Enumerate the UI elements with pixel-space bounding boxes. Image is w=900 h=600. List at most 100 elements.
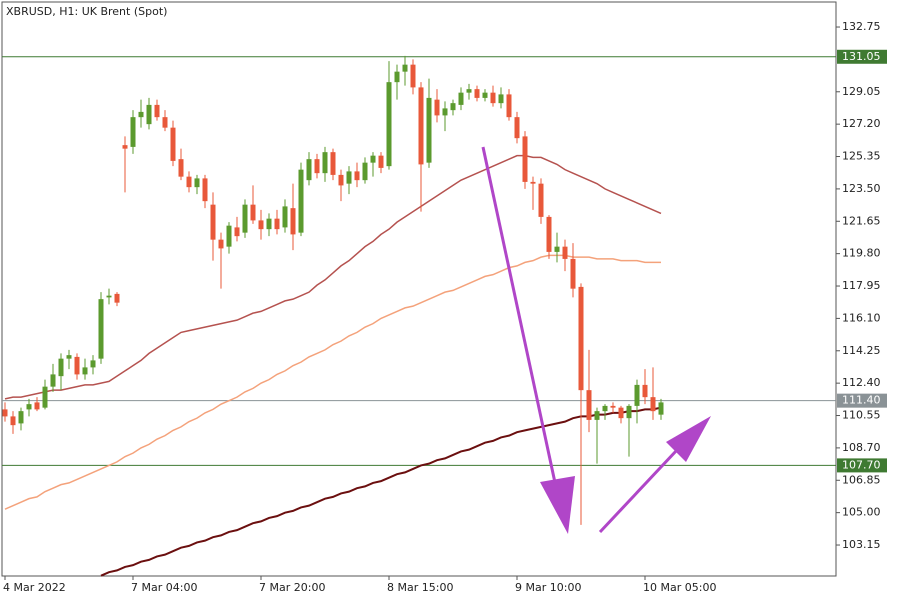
candle-body — [386, 82, 392, 167]
candle-body — [626, 405, 632, 419]
candle-body — [426, 97, 432, 163]
y-tick-label: 103.15 — [842, 538, 881, 551]
candle-body — [618, 407, 624, 419]
x-tick-label: 4 Mar 2022 — [3, 581, 66, 594]
y-tick-label: 121.65 — [842, 214, 881, 227]
candle-body — [530, 181, 536, 184]
y-tick-label: 129.05 — [842, 85, 881, 98]
candle-body — [538, 183, 544, 217]
y-tick-label: 119.80 — [842, 247, 881, 260]
candle-body — [522, 136, 528, 182]
y-tick-label: 105.00 — [842, 506, 881, 519]
level-label: 107.70 — [842, 458, 881, 471]
candle-body — [242, 204, 248, 233]
candle-body — [554, 246, 560, 252]
y-tick-label: 116.10 — [842, 311, 881, 324]
candle-body — [458, 92, 464, 105]
candle-body — [202, 178, 208, 202]
y-tick-label: 117.95 — [842, 279, 881, 292]
candle-body — [498, 94, 504, 104]
candle-body — [130, 117, 136, 147]
candle-body — [434, 99, 440, 116]
candle-body — [370, 155, 376, 163]
candle-body — [610, 405, 616, 408]
candle-body — [114, 293, 120, 303]
arrow-head — [666, 416, 711, 462]
candle-body — [250, 204, 256, 221]
candle-body — [474, 89, 480, 98]
candle-body — [66, 355, 72, 359]
candle-body — [26, 404, 32, 410]
candle-body — [210, 204, 216, 240]
candle-body — [170, 127, 176, 161]
candle-body — [306, 159, 312, 181]
candle-body — [546, 216, 552, 252]
candle-body — [266, 218, 272, 230]
candle-body — [106, 295, 112, 298]
y-tick-label: 132.75 — [842, 20, 881, 33]
moving-average-line — [4, 254, 661, 510]
arrow-line — [481, 146, 562, 507]
candle-body — [466, 89, 472, 93]
level-box — [837, 458, 887, 473]
candle-body — [650, 397, 656, 412]
candle-body — [602, 405, 608, 412]
x-tick-label: 7 Mar 20:00 — [259, 581, 325, 594]
y-tick-label: 110.55 — [842, 409, 881, 422]
candle-body — [122, 145, 128, 149]
candle-body — [354, 171, 360, 181]
candle-body — [258, 220, 264, 230]
candle-body — [34, 402, 40, 410]
chart-title: XBRUSD, H1: UK Brent (Spot) — [6, 5, 167, 18]
y-tick-label: 106.85 — [842, 473, 881, 486]
candle-body — [138, 111, 144, 118]
y-tick-label: 112.40 — [842, 376, 881, 389]
level-box — [837, 393, 887, 408]
candle-body — [290, 208, 296, 235]
candle-body — [2, 409, 8, 417]
candle-body — [658, 402, 664, 415]
candle-body — [10, 416, 16, 426]
candle-body — [218, 239, 224, 249]
level-label: 131.05 — [842, 50, 881, 63]
candle-body — [226, 225, 232, 247]
candle-body — [42, 386, 48, 408]
candle-body — [642, 384, 648, 398]
level-box — [837, 49, 887, 64]
y-tick-label: 123.50 — [842, 182, 881, 195]
x-tick-label: 10 Mar 05:00 — [643, 581, 716, 594]
candle-body — [186, 176, 192, 188]
candle-body — [562, 246, 568, 259]
candle-body — [154, 104, 160, 118]
candle-body — [82, 367, 88, 375]
x-tick-label: 9 Mar 10:00 — [515, 581, 581, 594]
y-tick-label: 127.20 — [842, 117, 881, 130]
level-label: 111.40 — [842, 394, 881, 407]
candle-body — [634, 384, 640, 406]
candle-body — [178, 159, 184, 177]
annotation-arrows — [481, 146, 711, 534]
candle-body — [394, 71, 400, 83]
plot-frame — [1, 1, 837, 577]
moving-average-line — [4, 154, 662, 400]
candle-body — [234, 227, 240, 237]
candle-body — [298, 169, 304, 233]
candle-body — [282, 206, 288, 228]
candle-body — [346, 171, 352, 184]
candle-body — [410, 64, 416, 88]
y-tick-label: 108.70 — [842, 441, 881, 454]
candle-body — [74, 356, 80, 375]
candle-body — [18, 411, 24, 424]
plot-layer — [2, 55, 836, 577]
candle-body — [450, 103, 456, 111]
candle-body — [442, 108, 448, 116]
candle-body — [594, 411, 600, 420]
candle-body — [98, 299, 104, 359]
y-tick-label: 114.25 — [842, 344, 881, 357]
candle-body — [162, 117, 168, 128]
candle-body — [586, 390, 592, 420]
candle-body — [90, 360, 96, 368]
candle-body — [338, 174, 344, 186]
arrow-head — [540, 476, 575, 534]
